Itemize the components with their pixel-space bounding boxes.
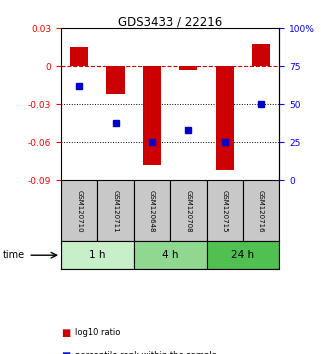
Bar <box>97 181 134 241</box>
Bar <box>143 66 161 165</box>
Text: GSM120715: GSM120715 <box>222 190 228 232</box>
Text: percentile rank within the sample: percentile rank within the sample <box>75 351 217 354</box>
Text: GSM120716: GSM120716 <box>258 190 264 232</box>
Text: time: time <box>3 250 25 260</box>
Bar <box>216 66 234 170</box>
Bar <box>206 241 279 269</box>
Text: log10 ratio: log10 ratio <box>75 328 121 337</box>
Bar <box>61 181 97 241</box>
Text: GSM120708: GSM120708 <box>185 190 191 232</box>
Text: ■: ■ <box>61 328 70 338</box>
Title: GDS3433 / 22216: GDS3433 / 22216 <box>118 15 222 28</box>
Bar <box>107 66 125 94</box>
Text: GSM120711: GSM120711 <box>113 190 118 232</box>
Bar <box>70 47 88 66</box>
Text: GSM120710: GSM120710 <box>76 190 82 232</box>
Bar <box>170 181 206 241</box>
Bar <box>206 181 243 241</box>
Bar <box>252 44 270 66</box>
Bar <box>179 66 197 70</box>
Bar <box>134 181 170 241</box>
Text: 1 h: 1 h <box>89 250 106 260</box>
Text: 4 h: 4 h <box>162 250 178 260</box>
Bar <box>243 181 279 241</box>
Bar <box>61 241 134 269</box>
Text: 24 h: 24 h <box>231 250 255 260</box>
Bar <box>134 241 206 269</box>
Text: GSM120648: GSM120648 <box>149 190 155 232</box>
Text: ■: ■ <box>61 351 70 354</box>
